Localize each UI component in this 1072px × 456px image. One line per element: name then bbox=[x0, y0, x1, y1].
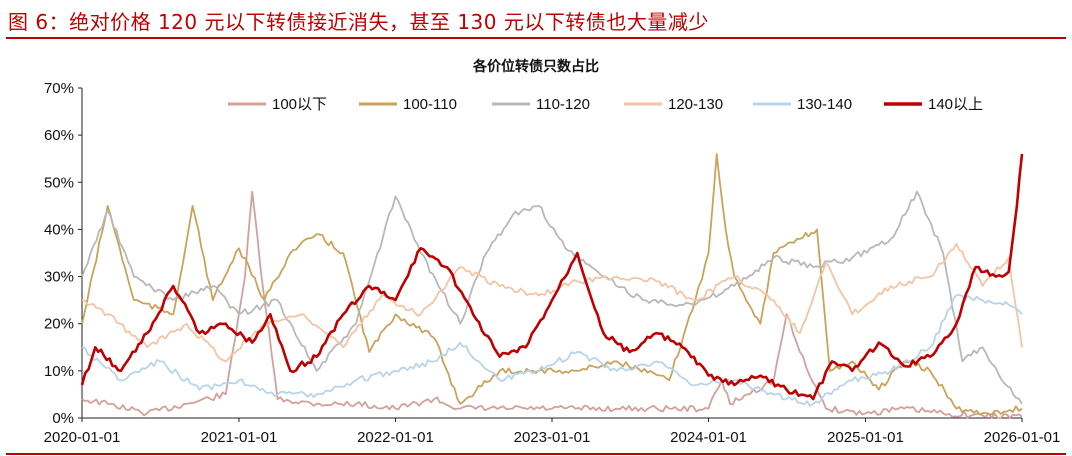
bottom-rule bbox=[6, 453, 1066, 455]
x-tick-label: 2025-01-01 bbox=[827, 429, 904, 446]
legend-label: 110-120 bbox=[536, 96, 590, 113]
x-tick-label: 2026-01-01 bbox=[984, 429, 1061, 446]
y-tick-label: 40% bbox=[44, 221, 74, 238]
y-tick-label: 10% bbox=[44, 363, 74, 380]
y-tick-label: 20% bbox=[44, 316, 74, 333]
series-line-1 bbox=[81, 153, 1023, 416]
x-tick-label: 2022-01-01 bbox=[357, 429, 434, 446]
series-line-0 bbox=[81, 190, 1023, 419]
series-line-4 bbox=[81, 294, 1023, 407]
x-tick-label: 2021-01-01 bbox=[201, 429, 278, 446]
legend-label: 120-130 bbox=[668, 96, 723, 113]
figure-title: 图 6：绝对价格 120 元以下转债接近消失，甚至 130 元以下转债也大量减少 bbox=[8, 10, 709, 34]
y-tick-label: 50% bbox=[44, 174, 74, 191]
x-tick-label: 2020-01-01 bbox=[44, 429, 121, 446]
y-tick-labels: 0% 10% 20% 30% 40% 50% 60% 70% bbox=[44, 80, 82, 427]
y-tick-label: 30% bbox=[44, 269, 74, 286]
legend: 100以下 100-110 110-120 120-130 130-140 140以上 bbox=[228, 96, 983, 113]
legend-label: 130-140 bbox=[797, 96, 852, 113]
legend-label: 140以上 bbox=[928, 96, 983, 113]
y-tick-label: 60% bbox=[44, 127, 74, 144]
title-rule bbox=[6, 37, 1066, 39]
series-lines bbox=[80, 153, 1024, 419]
legend-label: 100-110 bbox=[403, 96, 457, 113]
series-line-5 bbox=[80, 153, 1024, 401]
series-line-3 bbox=[81, 242, 1023, 363]
series-line-2 bbox=[81, 190, 1023, 405]
y-tick-label: 70% bbox=[44, 80, 74, 97]
chart-title: 各价位转债只数占比 bbox=[472, 58, 599, 75]
x-tick-label: 2023-01-01 bbox=[514, 429, 591, 446]
x-tick-labels: 2020-01-01 2021-01-01 2022-01-01 2023-01-01… bbox=[44, 418, 1061, 446]
y-tick-label: 0% bbox=[52, 410, 74, 427]
legend-label: 100以下 bbox=[272, 96, 327, 113]
x-tick-label: 2024-01-01 bbox=[670, 429, 747, 446]
